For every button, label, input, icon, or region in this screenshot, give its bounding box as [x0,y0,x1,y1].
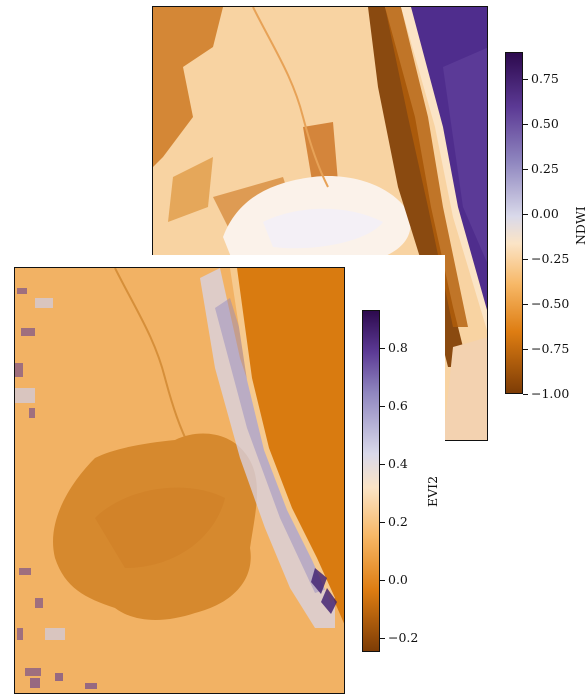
evi2-map-image [14,267,345,694]
evi2-tick-mark [380,347,385,349]
ndwi-tick-label: −0.50 [531,296,570,311]
evi2-tick-mark [380,405,385,407]
evi2-colorbar [362,310,380,652]
ndwi-tick-mark [523,349,528,350]
evi2-tick-label: −0.2 [388,629,419,645]
ndwi-tick-label: 0.00 [531,206,559,221]
ndwi-colorbar [505,52,523,394]
ndwi-tick-label: 0.25 [531,161,559,176]
ndwi-tick-label: 0.50 [531,116,559,131]
evi2-tick-label: 0.4 [388,455,408,471]
evi2-tick-label: 0.8 [388,339,408,355]
ndwi-tick-label: −0.25 [531,251,570,266]
evi2-tick-label: 0.2 [388,513,408,529]
evi2-tick-label: 0.6 [388,397,408,413]
ndwi-tick-mark [523,124,528,125]
ndwi-tick-mark [523,394,528,395]
ndwi-tick-label: 0.75 [531,71,559,86]
evi2-colorbar-label: EVI2 [425,475,440,507]
ndwi-tick-mark [523,79,528,80]
ndwi-tick-mark [523,214,528,215]
evi2-tick-mark [380,579,385,581]
ndwi-tick-label: −1.00 [531,386,570,401]
ndwi-tick-mark [523,304,528,305]
ndwi-tick-mark [523,169,528,170]
evi2-tick-mark [380,463,385,465]
ndwi-tick-mark [523,259,528,260]
evi2-tick-label: 0.0 [388,571,408,587]
evi2-map-raster [15,268,344,693]
evi2-tick-mark [380,521,385,523]
evi2-figure: 0.8 0.6 0.4 0.2 0.0 −0.2 EVI2 [0,255,445,694]
ndwi-tick-label: −0.75 [531,341,570,356]
evi2-tick-mark [380,637,385,639]
ndwi-colorbar-label: NDWI [573,206,585,245]
